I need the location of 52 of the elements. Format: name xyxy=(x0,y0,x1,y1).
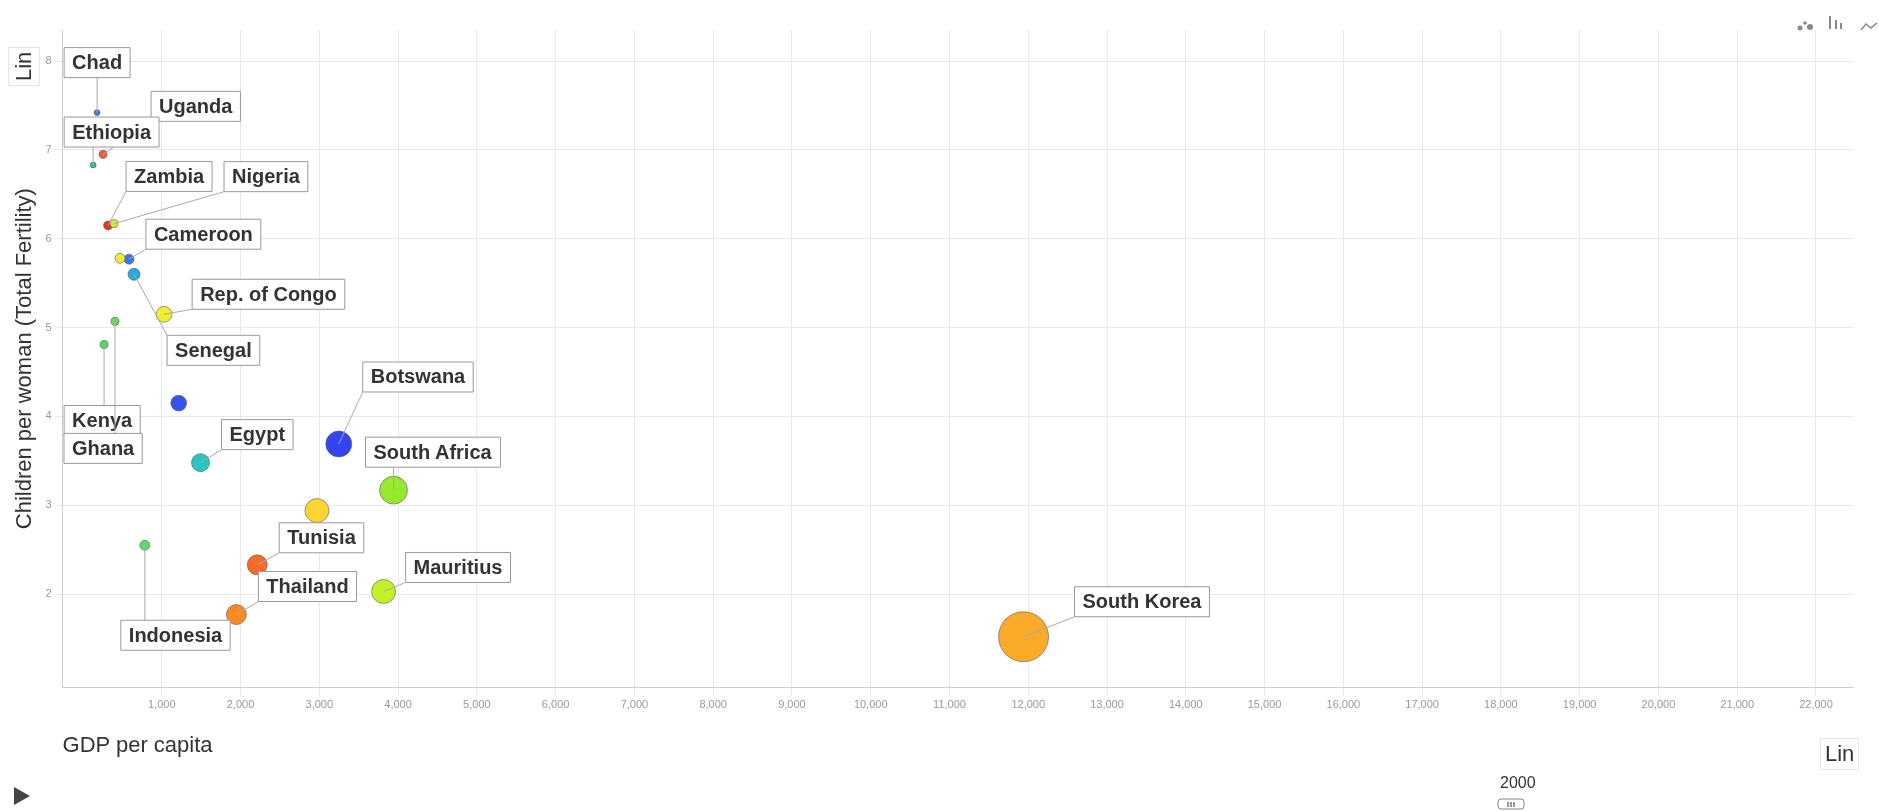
text: Lin xyxy=(1820,738,1860,770)
y-tick-label: 6 xyxy=(45,231,52,244)
annotation: Thailand xyxy=(266,575,349,598)
x-axis-title: GDP per capita xyxy=(62,731,214,757)
x-tick-label: 2,000 xyxy=(226,698,255,711)
x-tick-label: 1,000 xyxy=(148,698,176,711)
annotation: Indonesia xyxy=(128,623,224,646)
x-tick-label: 8,000 xyxy=(699,698,727,711)
x-tick-label: 21,000 xyxy=(1720,698,1755,711)
annotation: Tunisia xyxy=(287,526,357,549)
annotation: Egypt xyxy=(229,423,286,446)
x-tick-label: 12,000 xyxy=(1011,698,1046,711)
text: 2000 xyxy=(1500,774,1536,792)
annotation: Zambia xyxy=(134,164,205,187)
x-tick-label: 18,000 xyxy=(1484,698,1518,711)
x-tick-label: 13,000 xyxy=(1090,698,1124,711)
y-tick-label: 7 xyxy=(45,142,52,155)
x-tick-label: 10,000 xyxy=(853,698,888,711)
x-tick-label: 22,000 xyxy=(1799,698,1833,711)
x-tick-label: 11,000 xyxy=(933,698,966,711)
x-tick-label: 5,000 xyxy=(463,698,491,711)
annotation: Senegal xyxy=(175,338,252,361)
y-tick-label: 3 xyxy=(45,498,52,511)
x-tick-label: 6,000 xyxy=(541,698,570,711)
annotation: Nigeria xyxy=(232,165,301,188)
x-tick-label: 9,000 xyxy=(778,698,806,711)
annotation: Ghana xyxy=(71,436,136,459)
x-tick-label: 7,000 xyxy=(620,698,649,711)
x-tick-label: 19,000 xyxy=(1562,698,1597,711)
annotation: Chad xyxy=(72,51,123,74)
annotation: Cameroon xyxy=(153,222,253,245)
y-tick-label: 2 xyxy=(45,587,52,600)
annotation: Uganda xyxy=(159,94,234,117)
y-axis-title: Children per woman (Total Fertility) xyxy=(11,188,37,530)
y-tick-label: 4 xyxy=(45,409,52,422)
y-tick-label: 8 xyxy=(45,54,52,67)
annotation: Kenya xyxy=(72,409,134,431)
x-tick-label: 15,000 xyxy=(1247,698,1282,711)
text: Lin xyxy=(8,46,40,86)
y-tick-label: 5 xyxy=(45,320,52,333)
x-tick-label: 17,000 xyxy=(1405,698,1439,711)
annotation: Ethiopia xyxy=(72,120,152,143)
x-tick-label: 16,000 xyxy=(1326,698,1361,711)
annotation: Rep. of Congo xyxy=(200,282,337,305)
annotation: South Korea xyxy=(1082,590,1203,613)
annotation: Botswana xyxy=(370,365,467,388)
x-tick-label: 4,000 xyxy=(384,698,412,711)
annotation: Mauritius xyxy=(413,555,503,578)
x-tick-label: 14,000 xyxy=(1168,698,1203,711)
x-tick-label: 20,000 xyxy=(1641,698,1676,711)
annotation: South Africa xyxy=(373,440,493,463)
x-tick-label: 3,000 xyxy=(305,698,334,711)
